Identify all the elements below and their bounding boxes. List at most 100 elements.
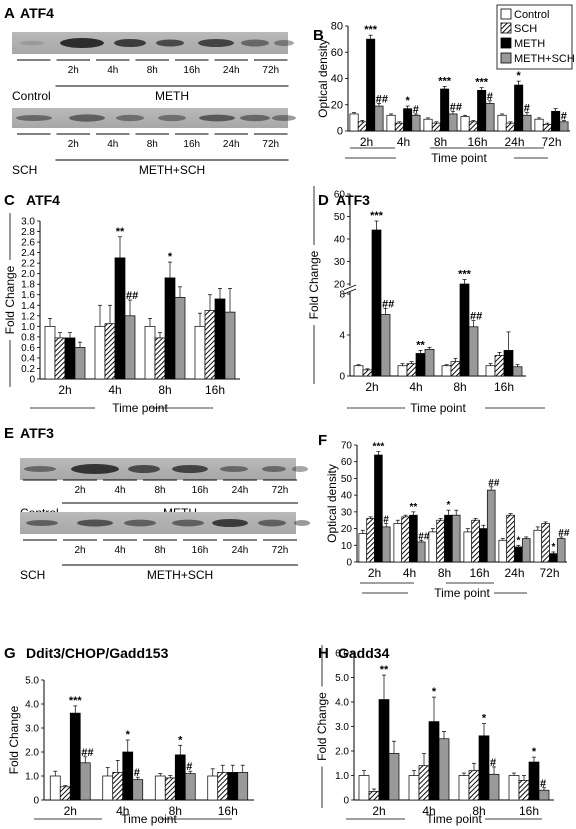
bar-sch-16h (471, 519, 480, 563)
lane-label-4h: 4h (114, 545, 125, 556)
lane-label-8h: 8h (147, 65, 158, 76)
bar-control-8h (423, 118, 433, 132)
bar-methsch-8h (184, 773, 196, 801)
y-tick-label: 50 (334, 212, 346, 223)
bar-control-8h (144, 325, 156, 380)
bar-sch-72h (541, 523, 550, 563)
bar-meth-8h (478, 735, 490, 801)
lane-label-4h: 4h (107, 139, 118, 150)
bar-sch-4h (406, 363, 417, 377)
lane-label-16h: 16h (183, 139, 200, 150)
x-tick-label-16h: 16h (218, 804, 238, 818)
bar-group-8h: 8h (428, 509, 461, 580)
significance-mark: ** (116, 226, 125, 238)
bar-meth-4h (122, 751, 134, 801)
bar-control-8h (441, 365, 452, 377)
significance-mark: # (487, 91, 493, 103)
bar-meth-24h (514, 84, 524, 132)
chart-panel-h: H Gadd34 0 1.0 2.0 3.0 4.0 5.0 6.0 Fold Change 2h 4… (315, 645, 554, 826)
panel-letter-f: F (318, 432, 327, 449)
chart-panel-d: D ATF3 0 4 820 30 40 50 60 Fold Change 2h 4h 8h 16h **… (307, 186, 545, 415)
y-tick-label: 60 (334, 190, 346, 201)
y-tick-label: 20 (341, 524, 353, 535)
significance-mark: ## (470, 311, 482, 323)
bar-group-4h: 4h (397, 346, 435, 394)
significance-mark: ** (380, 664, 389, 676)
x-tick-label-2h: 2h (365, 380, 378, 394)
bar-control-24h (498, 539, 508, 563)
bar-meth-8h (164, 277, 176, 380)
bar-sch-2h (54, 337, 66, 380)
y-tick-label: 3.0 (335, 722, 349, 733)
bar-group-16h: 16h (485, 331, 523, 394)
y-tick-label: 4.0 (335, 698, 349, 709)
x-tick-label-2h: 2h (58, 383, 71, 397)
bar-sch-4h (112, 772, 124, 801)
lane-label-8h: 8h (154, 485, 165, 496)
bar-control-4h (393, 523, 403, 563)
significance-mark: *** (69, 695, 83, 707)
bar-sch-24h (505, 122, 515, 132)
bar-meth-2h (69, 712, 81, 801)
x-tick-label-4h: 4h (409, 380, 422, 394)
bar-methsch-4h (124, 315, 136, 380)
x-axis-label: Time point (434, 586, 490, 600)
bar-group-72h: 72h (534, 108, 569, 149)
bar-sch-16h (468, 121, 478, 132)
significance-mark: # (524, 103, 530, 115)
x-tick-label-8h: 8h (158, 383, 171, 397)
significance-mark: # (383, 515, 389, 526)
x-tick-label-8h: 8h (434, 135, 447, 149)
lane-label-72h: 72h (262, 65, 279, 76)
x-axis-label: Time point (121, 812, 177, 826)
y-tick-label: 5.0 (335, 673, 349, 684)
y-tick-label: 40 (341, 491, 353, 502)
y-tick-label: 30 (334, 257, 346, 268)
significance-mark: ## (488, 478, 500, 489)
blot-band (60, 38, 104, 48)
blot-band (124, 519, 156, 527)
y-tick-label: 60 (341, 457, 353, 468)
bar-methsch-4h (424, 349, 435, 377)
bar-meth-72h (549, 553, 558, 563)
bar-methsch-8h (468, 326, 479, 377)
lane-label-8h: 8h (147, 139, 158, 150)
bar-methsch-4h (438, 738, 450, 801)
y-tick-label: 0.6 (21, 343, 35, 354)
panel-letter-h: H (318, 645, 329, 662)
bar-group-16h: 16h (463, 486, 496, 580)
lane-label-72h: 72h (262, 139, 279, 150)
blot-band (16, 115, 52, 121)
y-tick-label: 1.0 (21, 322, 35, 333)
blot-band (258, 519, 286, 527)
chart-title-d: ATF3 (336, 192, 370, 208)
bar-methsch-8h (451, 514, 461, 563)
lane-label-4h: 4h (107, 65, 118, 76)
y-tick-label: 80 (331, 21, 343, 33)
blot-image (20, 512, 296, 534)
bar-methsch-8h (448, 113, 458, 132)
axis-break-mask (344, 286, 356, 292)
bar-group-2h: 2h (353, 220, 391, 394)
bar-control-2h (349, 113, 359, 132)
significance-mark: *** (373, 442, 385, 453)
y-tick-label: 6.0 (335, 649, 349, 660)
bar-control-8h (154, 775, 166, 801)
significance-mark: * (551, 542, 555, 553)
bar-meth-4h (428, 721, 440, 801)
y-tick-label: 2.6 (21, 238, 35, 249)
bar-methsch-2h (79, 762, 91, 801)
bar-group-16h: 16h (194, 288, 236, 397)
significance-mark: * (178, 734, 183, 746)
bar-control-72h (534, 118, 544, 132)
bar-meth-4h (114, 257, 126, 380)
y-tick-label: 2.4 (21, 248, 35, 259)
y-tick-label: 2.0 (335, 747, 349, 758)
legend-swatch-meth (500, 37, 512, 49)
bar-sch-2h (368, 791, 380, 801)
significance-mark: * (432, 686, 437, 698)
bar-control-4h (386, 114, 396, 132)
x-tick-label-16h: 16h (467, 135, 487, 149)
significance-mark: ** (416, 339, 425, 351)
bar-group-4h: 4h (386, 105, 421, 149)
